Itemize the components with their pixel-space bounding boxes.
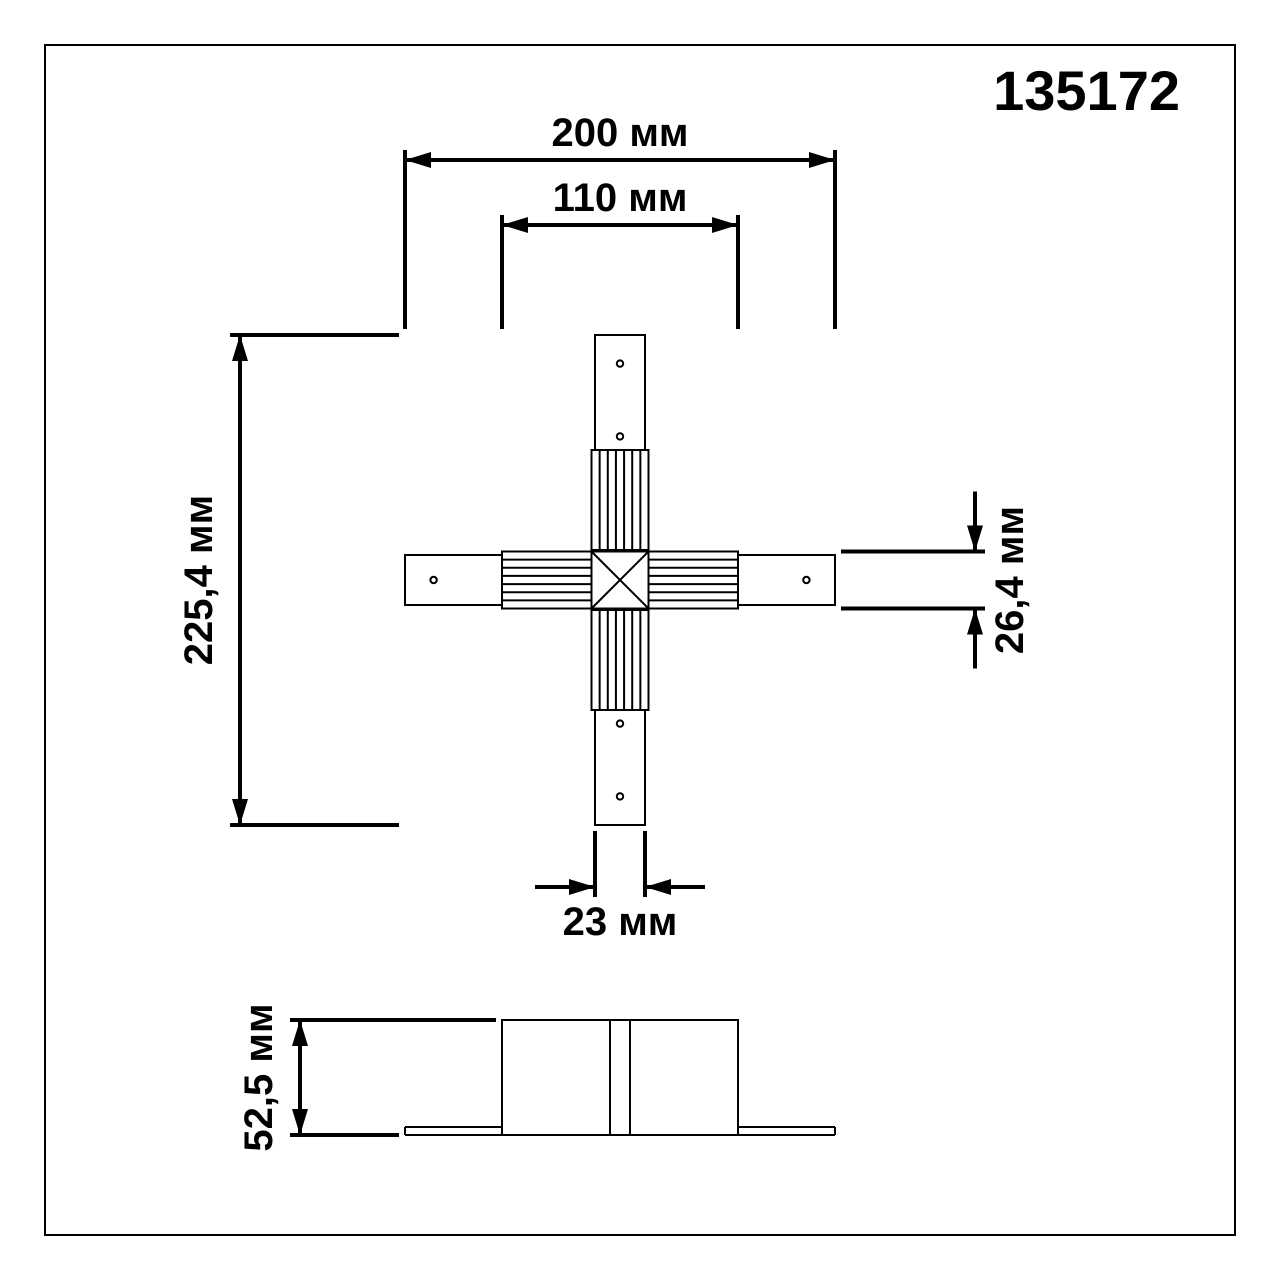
dimension-label: 225,4 мм (177, 495, 221, 665)
arrowhead-icon (712, 217, 738, 233)
dimension-label: 200 мм (551, 111, 688, 155)
dimension-label: 52,5 мм (237, 1003, 281, 1151)
dimension-label: 110 мм (553, 176, 688, 220)
arrowhead-icon (292, 1109, 308, 1135)
side-body (502, 1020, 738, 1135)
arrowhead-icon (292, 1020, 308, 1046)
dimension-label: 23 мм (563, 900, 678, 944)
arrowhead-icon (967, 526, 983, 552)
arrowhead-icon (232, 335, 248, 361)
arrowhead-icon (502, 217, 528, 233)
arrowhead-icon (569, 879, 595, 895)
dimension-label: 26,4 мм (988, 506, 1032, 654)
mounting-bracket (595, 335, 645, 465)
part-number: 135172 (993, 59, 1180, 122)
arrowhead-icon (232, 799, 248, 825)
arrowhead-icon (645, 879, 671, 895)
arrowhead-icon (809, 152, 835, 168)
mounting-bracket (595, 695, 645, 825)
arrowhead-icon (967, 609, 983, 635)
arrowhead-icon (405, 152, 431, 168)
